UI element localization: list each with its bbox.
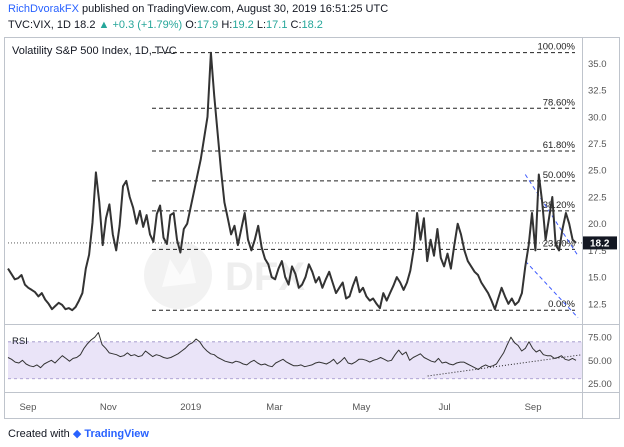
symbol-legend: TVC:VIX, 1D 18.2 ▲ +0.3 (+1.79%) O:17.9 … xyxy=(8,19,323,31)
open-value: 17.9 xyxy=(196,19,219,31)
time-tick-label: Mar xyxy=(266,402,282,413)
high-label: H: xyxy=(221,19,233,31)
fibonacci-retracement[interactable]: 100.00%78.60%61.80%50.00%38.20%23.60%0.0… xyxy=(152,42,576,311)
last-price-badge-label: 18.2 xyxy=(590,238,610,249)
footer: Created with ◆ TradingView xyxy=(8,427,149,440)
lower-trend-line[interactable] xyxy=(524,260,579,319)
price-tick-label: 32.5 xyxy=(588,86,607,97)
rsi-band xyxy=(8,341,582,379)
rsi-tick-label: 75.00 xyxy=(588,333,612,344)
price-series xyxy=(7,51,582,312)
chart-grid xyxy=(4,37,620,418)
last-price-badge: 18.2 xyxy=(583,236,617,250)
fib-level-label: 61.80% xyxy=(543,140,576,151)
fib-level-label: 0.00% xyxy=(548,299,575,310)
svg-text:DFX: DFX xyxy=(225,255,305,299)
fib-level-label: 78.60% xyxy=(543,97,576,108)
price-tick-label: 35.0 xyxy=(588,59,607,70)
tradingview-brand[interactable]: TradingView xyxy=(84,428,149,440)
rsi-line xyxy=(7,332,577,370)
price-tick-label: 25.0 xyxy=(588,166,607,177)
price-tick-label: 15.0 xyxy=(588,273,607,284)
chart-title: Volatility S&P 500 Index, 1D, TVC xyxy=(12,45,177,57)
rsi-tick-label: 25.00 xyxy=(588,379,612,390)
price-tick-label: 17.5 xyxy=(588,246,607,257)
fib-level-label: 100.00% xyxy=(537,42,575,53)
time-tick-label: 2019 xyxy=(180,402,201,413)
last-price-badge-box xyxy=(583,236,617,250)
price-change: +0.3 (+1.79%) xyxy=(112,19,183,31)
author-link[interactable]: RichDvorakFX xyxy=(8,3,79,15)
low-value: 17.1 xyxy=(266,19,288,31)
fib-level-label: 50.00% xyxy=(543,170,576,181)
trend-lines[interactable] xyxy=(524,174,579,319)
low-label: L: xyxy=(256,19,267,31)
time-tick-label: Nov xyxy=(100,402,117,413)
close-value: 18.2 xyxy=(301,19,323,31)
time-tick-label: May xyxy=(352,402,370,413)
close-label: C: xyxy=(290,19,302,31)
rsi-tick-label: 50.00 xyxy=(588,356,612,367)
publication-line: RichDvorakFX published on TradingView.co… xyxy=(8,3,388,15)
price-tick-label: 12.5 xyxy=(588,299,607,310)
tradingview-logo-icon: ◆ xyxy=(72,428,82,440)
axes: 35.0 32.5 30.0 27.5 25.0 22.5 20.0 17.5 15.0 12.5… xyxy=(19,59,611,413)
rsi-pane: RSI xyxy=(7,332,583,380)
time-tick-label: Jul xyxy=(439,402,451,413)
chart-header: RichDvorakFX published on TradingView.co… xyxy=(0,0,624,36)
chart-container[interactable] xyxy=(4,37,620,419)
price-tick-label: 22.5 xyxy=(588,192,607,203)
last-price: 18.2 xyxy=(74,19,96,31)
up-arrow-icon: ▲ xyxy=(98,19,110,31)
rsi-label: RSI xyxy=(12,336,28,347)
time-tick-label: Sep xyxy=(19,402,36,413)
fib-level-label: 38.20% xyxy=(543,200,576,211)
price-tick-label: 27.5 xyxy=(588,139,607,150)
price-tick-label: 30.0 xyxy=(588,112,607,123)
upper-trend-line[interactable] xyxy=(524,174,579,257)
symbol-label[interactable]: TVC:VIX, 1D xyxy=(8,19,71,31)
created-with-text: Created with xyxy=(8,428,70,440)
high-value: 19.2 xyxy=(232,19,254,31)
price-tick-label: 20.0 xyxy=(588,219,607,230)
vix-price-line xyxy=(7,51,577,312)
open-label: O: xyxy=(185,19,197,31)
rsi-trend-line[interactable] xyxy=(427,354,583,377)
watermark-logo: DFX xyxy=(140,235,390,315)
published-text: published on TradingView.com, August 30,… xyxy=(81,3,389,15)
time-tick-label: Sep xyxy=(525,402,542,413)
